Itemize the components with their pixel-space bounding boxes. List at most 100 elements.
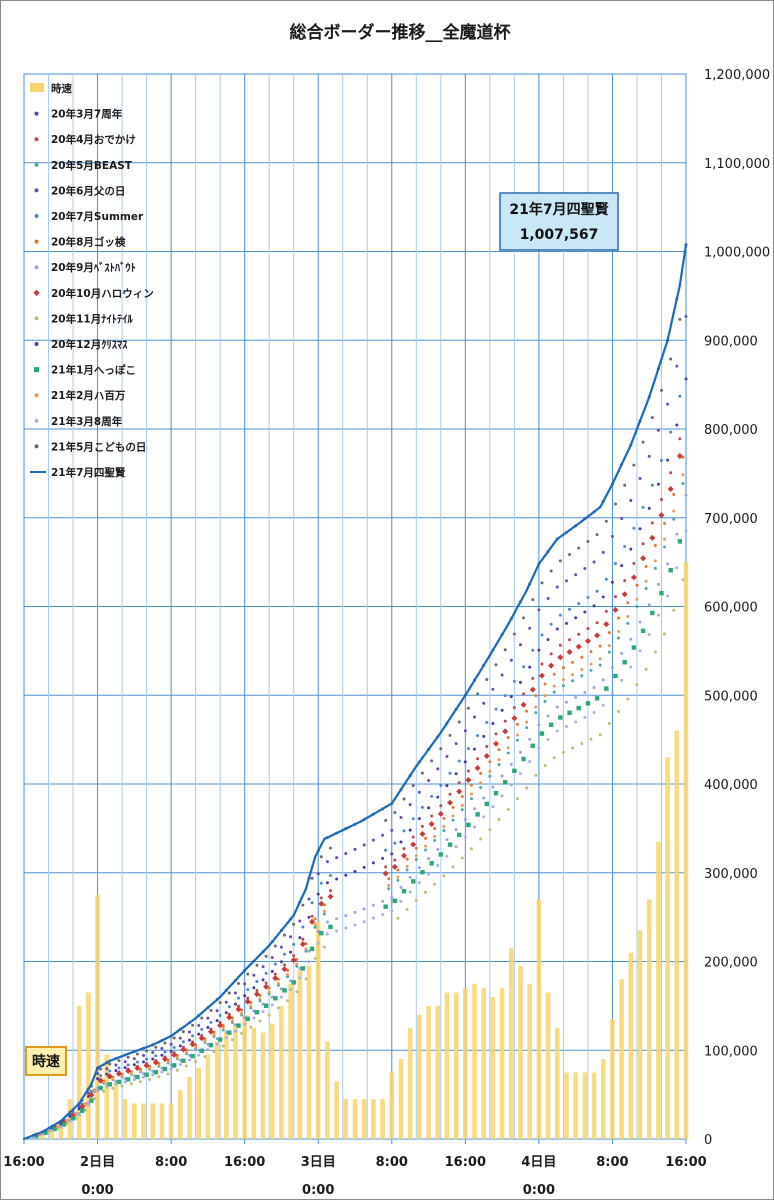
series-point — [313, 923, 317, 927]
series-point — [610, 692, 614, 696]
series-point — [491, 785, 495, 789]
series-point — [267, 990, 271, 994]
chart-title: 総合ボーダー推移__全魔道杯 — [290, 22, 511, 43]
series-point — [632, 526, 636, 530]
series-point — [427, 806, 431, 810]
series-point — [116, 1070, 123, 1077]
series-point — [408, 774, 412, 777]
series-point — [626, 614, 630, 618]
series-point — [132, 1074, 136, 1078]
series-point — [669, 471, 673, 475]
series-point — [672, 509, 676, 513]
series-point — [659, 498, 663, 502]
series-point — [408, 875, 412, 879]
series-point — [522, 692, 526, 696]
speed-bar — [435, 1005, 441, 1139]
series-point — [138, 1080, 142, 1084]
series-point — [327, 893, 334, 900]
series-point — [571, 679, 575, 683]
series-point — [178, 1036, 182, 1040]
series-point — [59, 1120, 62, 1123]
series-point — [270, 995, 274, 999]
series-point — [61, 1122, 67, 1127]
series-point — [433, 834, 437, 838]
series-point — [668, 568, 673, 573]
legend-label: 20年11月ﾅｲﾄﾃｲﾙ — [51, 312, 133, 325]
series-point — [485, 744, 489, 748]
series-point — [188, 1030, 191, 1034]
series-point — [420, 771, 424, 775]
series-point — [282, 988, 287, 993]
speed-bar — [132, 1103, 137, 1139]
series-point — [123, 1060, 127, 1064]
series-point — [215, 1042, 219, 1046]
series-point — [531, 648, 535, 652]
series-point — [344, 926, 348, 930]
series-point — [41, 1130, 44, 1134]
series-point — [417, 881, 421, 885]
series-point — [584, 638, 591, 645]
series-point — [154, 1054, 158, 1058]
series-point — [414, 857, 418, 861]
series-point — [307, 915, 311, 919]
series-point — [77, 1113, 81, 1117]
series-point — [181, 1040, 185, 1044]
series-point — [261, 965, 265, 969]
series-point — [672, 608, 676, 612]
series-point — [47, 1127, 50, 1130]
series-point — [580, 655, 584, 659]
series-point — [537, 723, 541, 727]
series-point — [675, 364, 679, 368]
series-point — [684, 529, 688, 533]
series-point — [500, 633, 504, 636]
series-point — [614, 562, 618, 566]
series-point — [190, 1053, 195, 1059]
series-point — [439, 747, 443, 751]
series-point — [307, 949, 311, 953]
series-point — [592, 560, 596, 564]
speed-bar — [463, 988, 468, 1139]
series-point — [519, 600, 522, 603]
speed-bar — [600, 1059, 606, 1139]
series-point — [244, 998, 251, 1005]
series-point — [180, 1046, 187, 1053]
series-point — [574, 573, 578, 577]
series-point — [546, 714, 550, 718]
series-point — [255, 956, 259, 960]
speed-bar — [251, 1028, 257, 1139]
series-point — [322, 912, 326, 916]
series-point — [488, 654, 492, 657]
series-point — [226, 1014, 233, 1021]
series-point — [439, 783, 443, 787]
speed-bar — [49, 1130, 54, 1139]
series-point — [313, 917, 317, 921]
series-point — [681, 482, 685, 486]
series-point — [678, 284, 682, 287]
series-point — [92, 1089, 96, 1093]
speed-bar — [178, 1090, 183, 1139]
series-point — [144, 1072, 149, 1077]
series-point — [483, 753, 490, 760]
y-tick-label: 400,000 — [704, 778, 758, 793]
speed-bar — [76, 1005, 82, 1139]
series-point — [77, 1107, 81, 1111]
series-point — [598, 733, 602, 737]
series-point — [292, 942, 296, 946]
series-point — [71, 1108, 75, 1111]
series-point — [571, 746, 575, 750]
series-point — [207, 1028, 214, 1035]
speed-bar — [306, 965, 312, 1139]
series-point — [399, 840, 403, 844]
series-point — [96, 1066, 99, 1070]
speed-bar — [122, 1099, 128, 1139]
series-point — [252, 973, 256, 977]
series-point — [200, 1016, 204, 1020]
series-point — [607, 631, 611, 635]
series-point — [423, 844, 427, 848]
series-point — [371, 838, 375, 842]
series-point — [442, 816, 446, 820]
series-point — [595, 589, 599, 593]
y-tick-label: 1,200,000 — [704, 68, 770, 83]
series-point — [145, 1049, 149, 1053]
series-point — [653, 544, 657, 548]
